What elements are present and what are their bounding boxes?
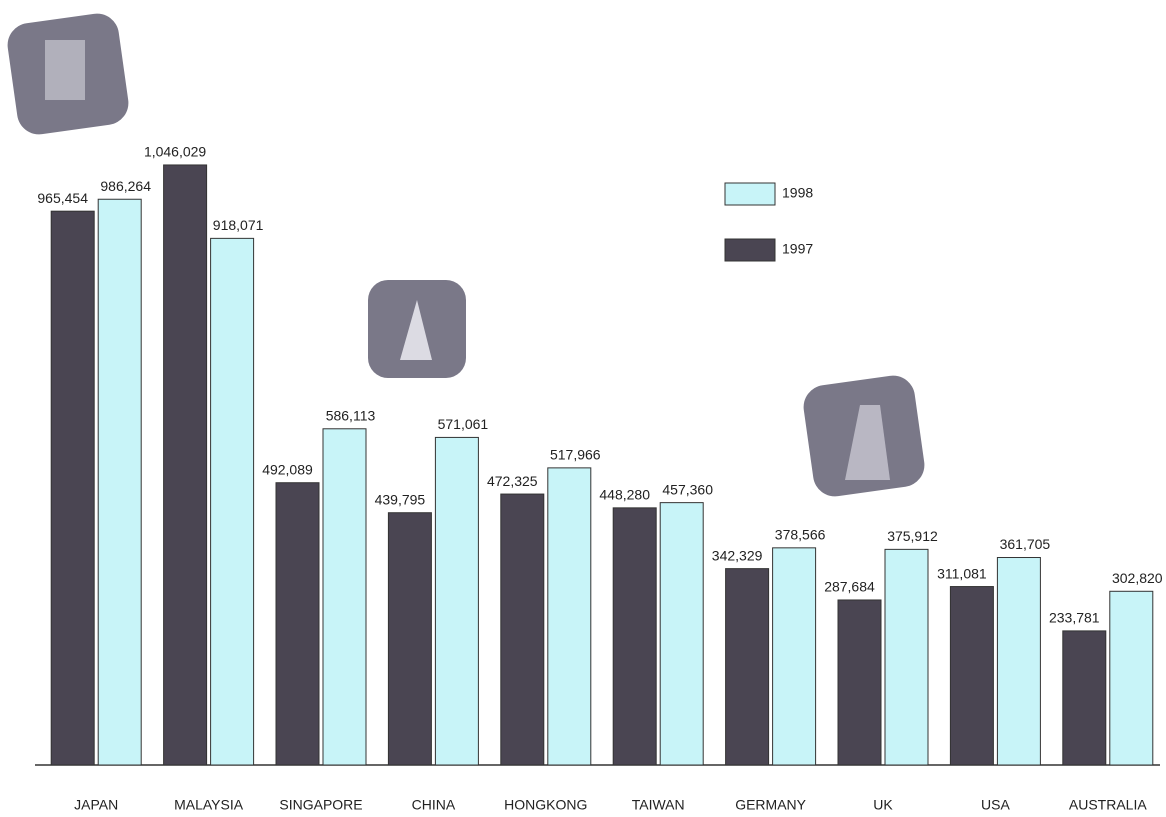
value-label: 986,264: [100, 178, 151, 194]
bar: [837, 599, 882, 766]
legend-label: 1997: [782, 241, 813, 257]
bar: [772, 547, 817, 766]
value-label: 586,113: [326, 407, 376, 423]
bar: [612, 507, 657, 766]
bar: [1062, 630, 1107, 766]
value-label: 448,280: [599, 487, 650, 503]
value-label: 571,061: [438, 416, 489, 432]
bar: [434, 436, 479, 766]
x-tick-label: USA: [981, 797, 1010, 813]
value-label: 361,705: [1000, 536, 1051, 552]
bar: [884, 548, 929, 766]
bar: [387, 512, 432, 766]
x-tick-label: UK: [873, 797, 893, 813]
x-tick-label: CHINA: [412, 797, 456, 813]
bar: [500, 493, 545, 766]
legend-swatch: [724, 238, 776, 262]
bar: [659, 502, 704, 766]
value-label: 342,329: [712, 547, 763, 563]
bar: [996, 557, 1041, 766]
value-label: 311,081: [937, 565, 987, 581]
bar: [725, 568, 770, 766]
value-label: 1,046,029: [144, 144, 206, 160]
bar: [547, 467, 592, 766]
value-label: 439,795: [375, 491, 426, 507]
value-label: 375,912: [887, 528, 938, 544]
value-label: 492,089: [262, 461, 313, 477]
value-label: 457,360: [662, 481, 713, 497]
decorative-icons: [7, 13, 925, 497]
bar: [275, 482, 320, 766]
x-tick-label: TAIWAN: [632, 797, 685, 813]
value-label: 302,820: [1112, 570, 1163, 586]
legend-label: 1998: [782, 185, 813, 201]
x-tick-label: AUSTRALIA: [1069, 797, 1147, 813]
value-label: 233,781: [1049, 610, 1100, 626]
bar: [50, 210, 95, 766]
bar: [1109, 590, 1154, 766]
x-tick-label: JAPAN: [74, 797, 118, 813]
value-label: 378,566: [775, 527, 826, 543]
x-tick-label: SINGAPORE: [279, 797, 362, 813]
x-tick-label: HONGKONG: [504, 797, 587, 813]
bar: [210, 237, 255, 766]
bar: [97, 198, 142, 766]
legend-swatch: [724, 182, 776, 206]
value-label: 965,454: [37, 190, 88, 206]
value-label: 287,684: [824, 579, 875, 595]
bar: [949, 586, 994, 766]
x-tick-label: GERMANY: [735, 797, 806, 813]
x-tick-label: MALAYSIA: [174, 797, 244, 813]
value-label: 472,325: [487, 473, 538, 489]
bar: [322, 428, 367, 766]
bar: [163, 164, 208, 766]
value-label: 517,966: [550, 447, 601, 463]
value-label: 918,071: [213, 217, 264, 233]
